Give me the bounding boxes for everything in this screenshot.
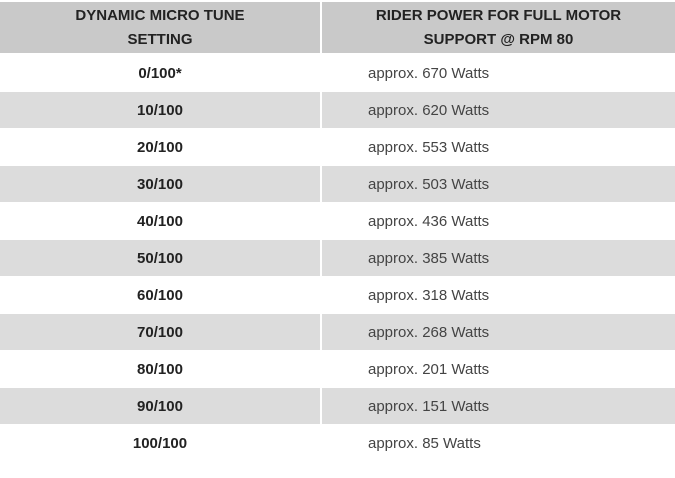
power-cell: approx. 503 Watts <box>322 166 675 202</box>
power-cell: approx. 151 Watts <box>322 388 675 424</box>
power-cell: approx. 436 Watts <box>368 212 490 230</box>
power-cell: approx. 385 Watts <box>322 240 675 276</box>
setting-cell: 30/100 <box>0 166 320 202</box>
setting-cell: 40/100 <box>137 212 183 230</box>
setting-cell: 80/100 <box>137 360 183 378</box>
header-cell: RIDER POWER FOR FULL MOTOR SUPPORT @ RPM … <box>322 2 675 53</box>
header-line: SETTING <box>127 30 193 48</box>
setting-cell: 0/100* <box>138 64 182 82</box>
power-cell: approx. 201 Watts <box>368 360 490 378</box>
setting-cell: 100/100 <box>132 434 188 452</box>
power-cell: approx. 268 Watts <box>322 314 675 350</box>
power-cell: approx. 318 Watts <box>368 286 490 304</box>
header-line: DYNAMIC MICRO TUNE <box>75 6 245 24</box>
power-cell: approx. 620 Watts <box>322 92 675 128</box>
setting-cell: 50/100 <box>0 240 320 276</box>
header-cell: DYNAMIC MICRO TUNE SETTING <box>0 2 320 53</box>
power-cell: approx. 85 Watts <box>368 434 481 452</box>
setting-cell: 10/100 <box>0 92 320 128</box>
setting-cell: 60/100 <box>137 286 183 304</box>
setting-cell: 20/100 <box>137 138 183 156</box>
power-cell: approx. 553 Watts <box>368 138 490 156</box>
setting-cell: 90/100 <box>0 388 320 424</box>
power-cell: approx. 670 Watts <box>368 64 490 82</box>
header-line: SUPPORT @ RPM 80 <box>423 30 574 48</box>
header-line: RIDER POWER FOR FULL MOTOR <box>375 6 622 24</box>
setting-cell: 70/100 <box>0 314 320 350</box>
